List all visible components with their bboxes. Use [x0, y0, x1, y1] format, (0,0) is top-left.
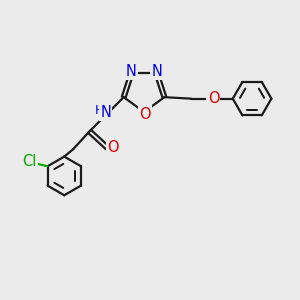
Text: N: N: [100, 104, 111, 119]
Text: N: N: [151, 64, 162, 79]
Text: N: N: [126, 64, 137, 79]
Text: H: H: [95, 104, 105, 117]
Text: O: O: [208, 91, 219, 106]
Text: Cl: Cl: [22, 154, 37, 169]
Text: O: O: [139, 106, 151, 122]
Text: O: O: [107, 140, 118, 155]
